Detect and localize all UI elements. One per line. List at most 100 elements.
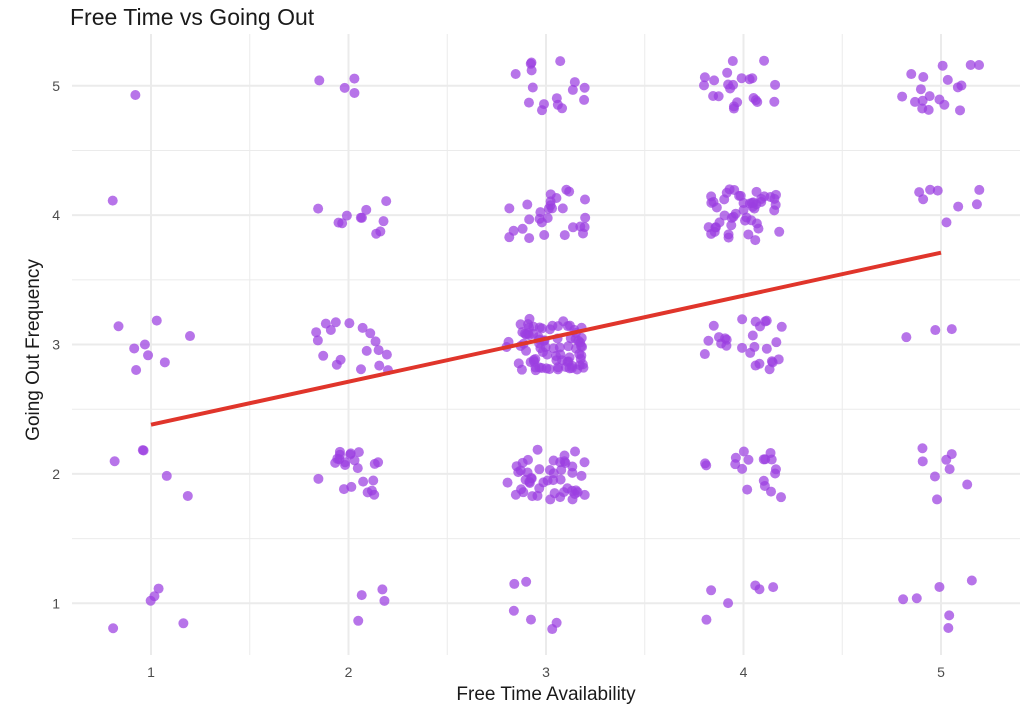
- data-point: [724, 184, 735, 195]
- data-point: [352, 463, 363, 474]
- data-point: [580, 194, 591, 205]
- data-point: [743, 454, 754, 465]
- data-point: [527, 491, 538, 502]
- data-point: [320, 318, 331, 329]
- data-point: [703, 222, 714, 233]
- data-point: [754, 584, 765, 595]
- data-point: [917, 456, 928, 467]
- data-point: [937, 60, 948, 71]
- data-point: [331, 359, 342, 370]
- data-point: [737, 314, 748, 325]
- data-point: [344, 318, 355, 329]
- data-point: [358, 476, 369, 487]
- data-point: [766, 486, 777, 497]
- data-point: [529, 356, 540, 367]
- data-point: [929, 471, 940, 482]
- data-point: [738, 205, 749, 216]
- data-point: [356, 590, 367, 601]
- data-point: [559, 450, 570, 461]
- data-point: [374, 360, 385, 371]
- data-point: [760, 316, 771, 327]
- data-point: [555, 474, 566, 485]
- data-point: [911, 593, 922, 604]
- data-point: [579, 82, 590, 93]
- data-point: [353, 447, 364, 458]
- data-point: [727, 56, 738, 67]
- data-point: [564, 363, 575, 374]
- trend-line: [150, 250, 942, 427]
- data-point: [901, 332, 912, 343]
- data-point: [542, 349, 553, 360]
- data-point: [131, 365, 142, 376]
- y-tick-label: 2: [52, 466, 60, 482]
- data-point: [510, 68, 521, 79]
- data-point: [557, 203, 568, 214]
- data-point: [699, 349, 710, 360]
- x-tick-label: 1: [147, 664, 155, 680]
- data-point: [314, 75, 325, 86]
- y-tick-label: 1: [52, 595, 60, 611]
- data-point: [341, 210, 352, 221]
- data-point: [539, 230, 550, 241]
- data-point: [356, 212, 367, 223]
- data-point: [532, 444, 543, 455]
- data-point: [965, 59, 976, 70]
- data-point: [312, 335, 323, 346]
- data-point: [515, 319, 526, 330]
- data-point: [974, 60, 985, 71]
- data-point: [572, 364, 583, 375]
- y-tick-label: 4: [52, 207, 60, 223]
- data-point: [371, 228, 382, 239]
- data-point: [770, 79, 781, 90]
- data-point: [776, 492, 787, 503]
- x-tick-label: 5: [937, 664, 945, 680]
- data-point: [747, 330, 758, 341]
- data-point: [939, 99, 950, 110]
- data-point: [143, 350, 154, 361]
- data-point: [708, 320, 719, 331]
- data-point: [946, 324, 957, 335]
- data-point: [966, 575, 977, 586]
- chart-title: Free Time vs Going Out: [70, 4, 315, 30]
- data-point: [719, 210, 730, 221]
- data-point: [357, 322, 368, 333]
- data-point: [516, 484, 527, 495]
- data-point: [956, 80, 967, 91]
- data-point: [349, 73, 360, 84]
- data-point: [706, 585, 717, 596]
- data-point: [313, 203, 324, 214]
- data-point: [339, 82, 350, 93]
- data-point: [723, 598, 734, 609]
- data-point: [378, 216, 389, 227]
- data-point: [534, 464, 545, 475]
- data-point: [138, 445, 149, 456]
- data-point: [723, 229, 734, 240]
- data-point: [567, 485, 578, 496]
- data-point: [773, 354, 784, 365]
- data-point: [365, 328, 376, 339]
- data-point: [750, 95, 761, 106]
- data-point: [917, 95, 928, 106]
- data-point: [558, 487, 569, 498]
- data-point: [962, 479, 973, 490]
- data-point: [765, 447, 776, 458]
- data-point: [345, 448, 356, 459]
- data-point: [517, 457, 528, 468]
- data-point: [542, 475, 553, 486]
- data-point: [574, 349, 585, 360]
- x-tick-labels: 1 2 3 4 5: [147, 664, 945, 680]
- data-point: [381, 349, 392, 360]
- data-point: [774, 226, 785, 237]
- data-point: [504, 203, 515, 214]
- data-point: [725, 83, 736, 94]
- data-point: [538, 99, 549, 110]
- data-point: [953, 201, 964, 212]
- data-point: [522, 199, 533, 210]
- data-point: [349, 87, 360, 98]
- data-point: [771, 337, 782, 348]
- x-tick-label: 4: [740, 664, 748, 680]
- data-point: [524, 476, 535, 487]
- data-point: [944, 610, 955, 621]
- data-point: [561, 184, 572, 195]
- data-point: [369, 458, 380, 469]
